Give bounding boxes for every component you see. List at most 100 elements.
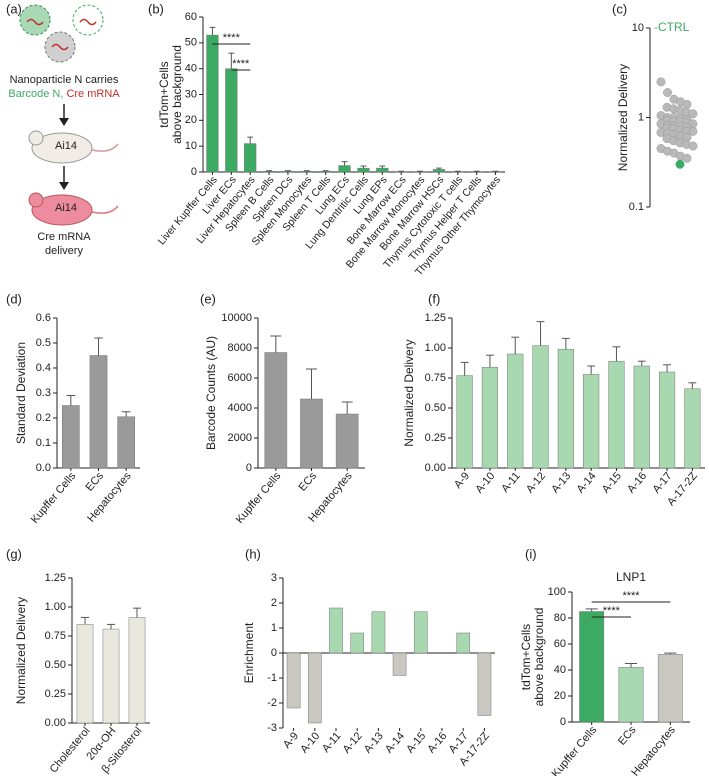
mouse-tail: [91, 205, 119, 214]
y-tick-label: 60: [554, 638, 566, 650]
y-tick-label: 80: [554, 612, 566, 624]
nanoparticle: [72, 4, 104, 36]
x-tick-label: ECs: [83, 470, 106, 494]
panel-label: (b): [148, 1, 164, 16]
x-tick-label: A-16: [625, 470, 649, 496]
y-tick-label: 0.6: [36, 312, 51, 324]
mouse-tail: [91, 143, 119, 152]
annotation: -CTRL: [654, 20, 690, 34]
significance-label: ****: [622, 590, 640, 602]
arrowhead: [59, 118, 69, 126]
mrna: [51, 43, 69, 51]
mouse-ear: [28, 192, 44, 208]
y-tick-label: 0.75: [425, 372, 446, 384]
x-tick-label: A-16: [425, 730, 449, 756]
bar: [557, 348, 574, 469]
bar: [684, 388, 701, 469]
y-axis-label: tdTom+Cells: [519, 624, 533, 690]
bar: [633, 365, 650, 469]
x-tick-label: A-13: [549, 470, 573, 496]
x-tick-label: A-11: [499, 470, 523, 495]
y-tick-label: 0.5: [36, 337, 51, 349]
x-tick-label: A-14: [575, 470, 599, 496]
y-tick-label: 50: [185, 37, 197, 49]
panel-label: (f): [428, 291, 440, 306]
x-tick-label: Kupffer Cells: [550, 724, 600, 776]
x-tick-label: Kupffer Cells: [234, 470, 284, 526]
mouse-label: Ai14: [55, 202, 77, 214]
bar: [329, 607, 343, 654]
x-tick-label: A-17: [650, 470, 674, 496]
bar: [456, 375, 473, 469]
y-tick-label: 0.1: [629, 201, 644, 213]
y-axis-label: tdTom+Cells: [157, 61, 171, 127]
bar: [89, 355, 108, 469]
y-tick-label: 0.2: [36, 412, 51, 424]
bar: [128, 617, 146, 724]
y-axis-label: Barcode Counts (AU): [204, 336, 218, 450]
caption: Nanoparticle N carries: [10, 74, 119, 86]
y-tick-label: 1.00: [45, 601, 66, 613]
mouse: [31, 194, 93, 226]
bar: [481, 366, 499, 469]
y-tick-label: 20: [185, 114, 197, 126]
y-tick-label: 40: [554, 664, 566, 676]
bar: [357, 167, 370, 173]
bar: [618, 667, 644, 723]
y-tick-label: -2: [267, 697, 277, 709]
y-tick-label: -3: [267, 722, 277, 734]
bar: [300, 398, 323, 469]
panel-label: (a): [6, 1, 22, 16]
y-tick-label: 20: [554, 690, 566, 702]
nanoparticle: [19, 4, 51, 36]
bar: [286, 652, 301, 709]
y-tick-label: 60: [185, 11, 197, 23]
bar: [413, 611, 428, 654]
panel-label: (h): [245, 546, 261, 561]
bar: [456, 632, 471, 654]
data-point: [682, 99, 692, 109]
y-tick-label: 0.00: [425, 462, 446, 474]
bar: [335, 413, 359, 469]
x-tick-label: A-10: [298, 730, 322, 756]
y-tick-label: 100: [548, 586, 566, 598]
x-tick-label: A-15: [404, 730, 428, 756]
y-tick-label: 30: [185, 88, 197, 100]
y-tick-label: 4000: [228, 402, 252, 414]
y-tick-label: 10: [632, 22, 644, 34]
caption-line: Barcode N, Cre mRNA: [8, 88, 120, 100]
y-axis-label: Normalized Delivery: [616, 64, 630, 171]
y-tick-label: 6000: [228, 372, 252, 384]
data-point: [663, 88, 672, 98]
data-point: [688, 141, 698, 151]
y-tick-label: 0: [271, 647, 277, 659]
control-point: [675, 159, 685, 169]
y-tick-label: 0: [246, 462, 252, 474]
bar: [371, 611, 386, 654]
mouse-ear: [28, 130, 44, 146]
mrna: [79, 18, 97, 26]
x-tick-label: A-11: [320, 730, 344, 755]
bar: [102, 628, 120, 724]
significance-label: ****: [223, 32, 241, 44]
bar: [583, 374, 600, 469]
x-tick-label: A-12: [341, 730, 365, 756]
panel-label: (e): [200, 291, 216, 306]
y-tick-label: 0.4: [36, 362, 51, 374]
y-axis-label: above background: [170, 45, 184, 144]
cre-text: Cre mRNA: [66, 88, 120, 100]
y-axis-label: Normalized Delivery: [402, 339, 416, 446]
y-axis-label: Normalized Delivery: [14, 597, 28, 704]
y-tick-label: 0: [560, 716, 566, 728]
y-tick-label: 40: [185, 63, 197, 75]
panel-label: (d): [6, 291, 22, 306]
bar: [350, 632, 365, 654]
x-tick-label: ECs: [616, 724, 639, 748]
y-tick-label: 0.3: [36, 387, 51, 399]
bar: [300, 170, 313, 173]
result-text: Cre mRNA: [37, 231, 91, 243]
y-tick-label: 0.00: [45, 717, 66, 729]
significance-label: ****: [603, 605, 621, 617]
bar: [264, 352, 288, 469]
